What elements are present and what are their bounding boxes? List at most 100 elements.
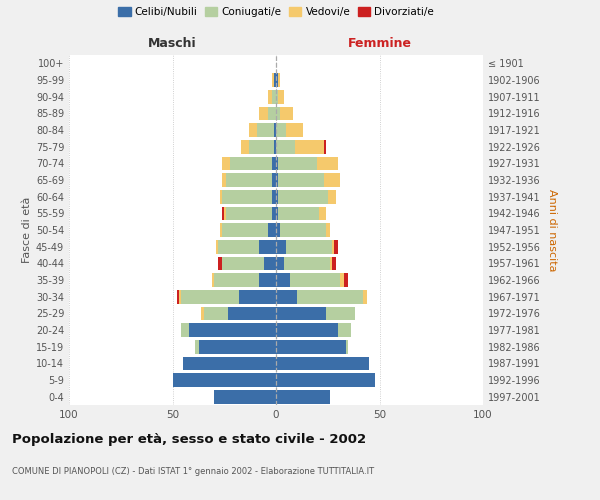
Bar	[274, 73, 276, 87]
Bar	[278, 173, 323, 187]
Bar	[338, 323, 350, 337]
Bar	[218, 240, 259, 254]
Bar	[229, 306, 276, 320]
Bar	[268, 90, 272, 104]
Bar	[276, 190, 278, 203]
Bar	[346, 340, 349, 353]
Bar	[276, 256, 284, 270]
Bar	[332, 256, 336, 270]
Bar	[259, 240, 276, 254]
Bar	[317, 156, 338, 170]
Bar	[268, 223, 276, 237]
Bar	[278, 190, 328, 203]
Bar	[268, 106, 276, 120]
Y-axis label: Anni di nascita: Anni di nascita	[547, 188, 557, 271]
Bar	[340, 273, 344, 287]
Bar	[330, 256, 332, 270]
Bar	[272, 173, 276, 187]
Bar	[272, 206, 276, 220]
Bar	[278, 90, 284, 104]
Bar	[249, 123, 257, 137]
Bar	[222, 256, 263, 270]
Bar	[276, 140, 295, 153]
Bar	[216, 240, 218, 254]
Text: COMUNE DI PIANOPOLI (CZ) - Dati ISTAT 1° gennaio 2002 - Elaborazione TUTTITALIA.: COMUNE DI PIANOPOLI (CZ) - Dati ISTAT 1°…	[12, 468, 374, 476]
Bar	[181, 323, 189, 337]
Bar	[212, 273, 214, 287]
Bar	[220, 190, 222, 203]
Bar	[278, 73, 280, 87]
Bar	[203, 306, 229, 320]
Bar	[363, 290, 367, 304]
Bar	[183, 356, 276, 370]
Bar	[230, 156, 272, 170]
Bar	[290, 273, 340, 287]
Bar	[249, 140, 274, 153]
Bar	[326, 223, 330, 237]
Bar	[226, 206, 272, 220]
Bar	[222, 156, 230, 170]
Bar	[259, 106, 268, 120]
Bar	[274, 140, 276, 153]
Bar	[276, 223, 280, 237]
Text: Maschi: Maschi	[148, 37, 197, 50]
Y-axis label: Fasce di età: Fasce di età	[22, 197, 32, 263]
Bar	[278, 206, 319, 220]
Bar	[276, 73, 278, 87]
Bar	[276, 340, 346, 353]
Bar	[214, 273, 259, 287]
Bar	[295, 140, 323, 153]
Bar	[241, 140, 249, 153]
Bar	[224, 206, 226, 220]
Bar	[222, 206, 224, 220]
Bar	[286, 123, 303, 137]
Bar	[276, 206, 278, 220]
Bar	[296, 290, 363, 304]
Bar	[276, 90, 278, 104]
Bar	[334, 240, 338, 254]
Bar	[199, 340, 276, 353]
Bar	[276, 306, 326, 320]
Bar	[332, 240, 334, 254]
Bar	[276, 273, 290, 287]
Bar	[276, 106, 280, 120]
Bar	[276, 290, 296, 304]
Bar	[323, 140, 326, 153]
Bar	[326, 306, 355, 320]
Bar	[272, 73, 274, 87]
Bar	[220, 223, 222, 237]
Bar	[344, 273, 349, 287]
Legend: Celibi/Nubili, Coniugati/e, Vedovi/e, Divorziati/e: Celibi/Nubili, Coniugati/e, Vedovi/e, Di…	[116, 5, 436, 20]
Bar	[280, 223, 326, 237]
Bar	[239, 290, 276, 304]
Bar	[276, 356, 369, 370]
Bar	[276, 123, 286, 137]
Bar	[179, 290, 181, 304]
Text: Popolazione per età, sesso e stato civile - 2002: Popolazione per età, sesso e stato civil…	[12, 432, 366, 446]
Bar	[226, 173, 272, 187]
Bar	[284, 256, 330, 270]
Bar	[272, 156, 276, 170]
Bar	[272, 90, 276, 104]
Bar	[276, 390, 330, 404]
Bar	[276, 373, 376, 387]
Bar	[195, 340, 199, 353]
Text: Femmine: Femmine	[347, 37, 412, 50]
Bar	[263, 256, 276, 270]
Bar	[280, 106, 293, 120]
Bar	[176, 290, 179, 304]
Bar	[272, 190, 276, 203]
Bar	[323, 173, 340, 187]
Bar	[319, 206, 326, 220]
Bar	[276, 156, 278, 170]
Bar	[274, 123, 276, 137]
Bar	[202, 306, 203, 320]
Bar	[278, 156, 317, 170]
Bar	[257, 123, 274, 137]
Bar	[173, 373, 276, 387]
Bar	[222, 173, 226, 187]
Bar	[222, 190, 272, 203]
Bar	[222, 223, 268, 237]
Bar	[189, 323, 276, 337]
Bar	[214, 390, 276, 404]
